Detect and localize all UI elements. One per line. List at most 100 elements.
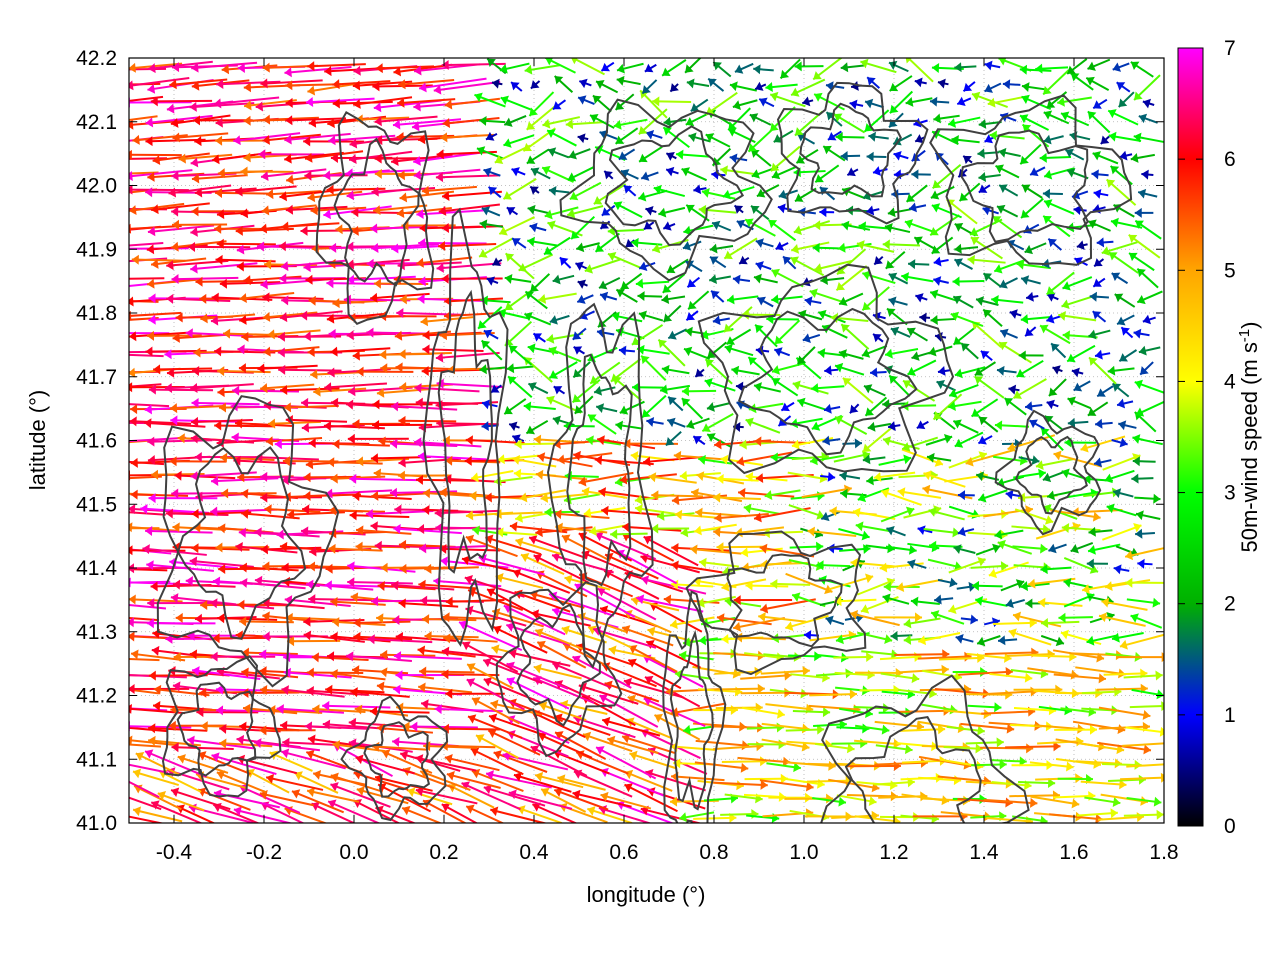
wind-arrow xyxy=(839,294,863,306)
wind-arrow-head xyxy=(237,245,245,255)
wind-arrow xyxy=(775,320,800,344)
wind-arrow xyxy=(560,257,571,268)
wind-arrow-head xyxy=(132,255,139,265)
wind-arrow-head xyxy=(133,806,141,816)
wind-arrow-shaft xyxy=(347,582,413,583)
wind-arrow-head xyxy=(414,383,421,393)
wind-arrow-head xyxy=(690,545,697,555)
wind-arrow xyxy=(1138,189,1157,199)
wind-arrow xyxy=(856,521,890,531)
wind-arrow-shaft xyxy=(643,656,703,687)
wind-arrow xyxy=(811,383,844,393)
wind-arrow xyxy=(981,351,992,360)
wind-arrow-head xyxy=(466,435,473,445)
wind-arrow-head xyxy=(350,687,357,697)
wind-arrow-head xyxy=(131,490,138,500)
wind-arrow-head xyxy=(670,619,678,629)
wind-arrow-shaft xyxy=(308,599,372,600)
wind-arrow-shaft xyxy=(99,354,163,356)
wind-arrow xyxy=(1007,649,1055,659)
wind-arrow-head xyxy=(505,274,513,284)
wind-arrow-head xyxy=(220,279,227,289)
wind-arrow xyxy=(632,382,663,392)
wind-arrow-head xyxy=(1053,790,1060,800)
wind-arrow xyxy=(1087,559,1108,569)
wind-arrow xyxy=(509,649,570,666)
wind-arrow-head xyxy=(528,343,536,353)
wind-arrow xyxy=(1088,527,1112,537)
wind-arrow-head xyxy=(327,651,334,661)
wind-arrow xyxy=(979,417,998,432)
wind-arrow-shaft xyxy=(1101,601,1147,610)
wind-arrow-head xyxy=(107,738,114,748)
wind-arrow xyxy=(528,205,551,215)
wind-arrow xyxy=(538,294,576,304)
wind-arrow-shaft xyxy=(671,776,724,780)
wind-arrow-shaft xyxy=(496,576,543,588)
wind-arrow-head xyxy=(219,739,226,749)
wind-arrow-head xyxy=(348,434,355,444)
wind-arrow xyxy=(598,487,656,499)
wind-arrow-shaft xyxy=(875,722,924,727)
wind-arrow xyxy=(756,261,772,270)
wind-arrow xyxy=(991,295,1023,305)
wind-arrow-head xyxy=(263,312,270,322)
wind-arrow-head xyxy=(527,237,535,247)
wind-arrow-head xyxy=(1161,701,1168,711)
wind-arrow-head xyxy=(615,421,623,431)
wind-arrow xyxy=(599,278,620,290)
wind-arrow-head xyxy=(367,259,374,269)
wind-arrow xyxy=(482,206,500,215)
wind-arrow-head xyxy=(326,564,333,574)
wind-arrow xyxy=(886,252,905,269)
wind-arrow-head xyxy=(891,631,898,641)
wind-arrow-head xyxy=(791,244,799,254)
wind-arrow xyxy=(826,616,844,626)
wind-arrow-head xyxy=(1114,564,1122,574)
wind-arrow-head xyxy=(188,242,195,252)
wind-arrow-head xyxy=(302,423,309,433)
wind-arrow xyxy=(768,793,812,803)
wind-arrow xyxy=(437,263,502,273)
wind-arrow xyxy=(527,237,557,247)
wind-arrow-head xyxy=(237,344,244,354)
wind-arrow-head xyxy=(335,224,342,234)
wind-arrow-head xyxy=(934,257,942,267)
wind-arrow-head xyxy=(312,652,319,662)
wind-arrow-head xyxy=(417,524,424,534)
wind-arrow-shaft xyxy=(1125,546,1173,557)
wind-arrow-head xyxy=(824,365,831,375)
wind-arrow xyxy=(788,473,828,484)
wind-arrow-head xyxy=(192,509,199,519)
wind-arrow-head xyxy=(823,707,830,717)
wind-arrow-head xyxy=(124,311,131,321)
wind-arrow-head xyxy=(217,387,224,397)
wind-arrow-head xyxy=(880,563,888,573)
wind-arrow xyxy=(482,341,502,360)
wind-arrow xyxy=(1010,309,1022,319)
wind-arrow xyxy=(152,646,213,658)
wind-arrow-head xyxy=(210,598,217,608)
wind-arrow-head xyxy=(218,523,225,533)
wind-arrow-head xyxy=(792,440,800,450)
wind-arrow-head xyxy=(870,368,877,378)
wind-arrow-head xyxy=(1153,494,1160,504)
wind-arrow-head xyxy=(300,311,307,321)
wind-arrow xyxy=(1019,350,1044,360)
wind-arrow xyxy=(557,453,612,464)
wind-arrow-shaft xyxy=(103,278,164,279)
wind-arrow-head xyxy=(313,387,320,397)
wind-arrow xyxy=(635,504,675,514)
wind-arrow xyxy=(1005,398,1027,415)
wind-arrow-head xyxy=(760,544,768,554)
wind-arrow-head xyxy=(818,348,826,358)
wind-arrow-head xyxy=(709,274,717,284)
wind-arrow-shaft xyxy=(211,478,278,481)
wind-arrow xyxy=(989,673,1032,683)
wind-arrow xyxy=(1135,221,1161,239)
wind-arrow xyxy=(1013,612,1061,627)
wind-arrow xyxy=(949,557,986,573)
wind-arrow-head xyxy=(596,403,604,413)
wind-arrow xyxy=(810,288,844,302)
